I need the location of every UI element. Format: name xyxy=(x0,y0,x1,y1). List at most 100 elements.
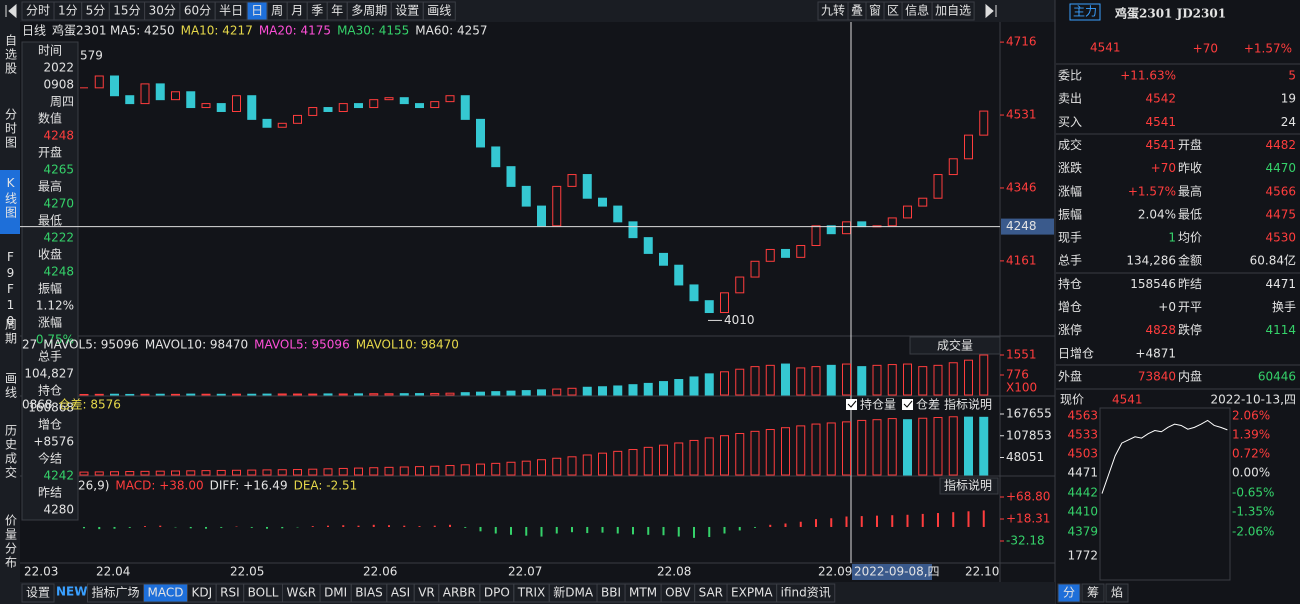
mini-tab-bg[interactable] xyxy=(1105,583,1129,603)
indicator-tab[interactable]: EXPMA xyxy=(731,586,773,600)
ma-label: MA20: 4175 xyxy=(259,24,331,38)
check-label[interactable]: 持仓量 xyxy=(860,397,896,412)
mini-tab[interactable]: 筹 xyxy=(1087,586,1099,600)
tool[interactable]: 区 xyxy=(887,4,899,18)
indicator-tab[interactable]: 指标广场 xyxy=(92,585,140,600)
tab[interactable]: 日 xyxy=(251,4,263,18)
indicator-tab[interactable]: BIAS xyxy=(355,586,383,600)
sidebar-item[interactable]: F10 xyxy=(4,282,18,330)
indicator-tab[interactable]: W&R xyxy=(287,586,317,600)
sidebar-item[interactable]: 画线 xyxy=(4,372,18,400)
indicator-tab[interactable]: 新DMA xyxy=(553,585,594,600)
tool[interactable]: 加自选 xyxy=(935,4,971,18)
indicator-tab[interactable]: OBV xyxy=(665,586,691,600)
mini-tab-bg[interactable] xyxy=(1081,583,1105,603)
tab[interactable]: 1分 xyxy=(58,4,78,18)
indicator-tab[interactable]: DMI xyxy=(324,586,347,600)
volume-bar xyxy=(216,393,226,396)
candle xyxy=(277,122,287,128)
sidebar-item[interactable]: 分时图 xyxy=(4,108,18,150)
tab[interactable]: 设置 xyxy=(395,4,419,18)
sidebar-item[interactable]: 历史成交 xyxy=(4,424,18,480)
tab[interactable]: 分时 xyxy=(26,4,50,18)
mini-tab-bg[interactable] xyxy=(1057,583,1081,603)
indicator-tab[interactable]: BBI xyxy=(601,586,621,600)
oi-bar xyxy=(857,419,867,476)
indicator-tab[interactable]: DPO xyxy=(484,586,510,600)
quote-cell: +4871 xyxy=(1135,346,1176,360)
candle xyxy=(140,83,150,105)
help-bg[interactable] xyxy=(939,477,999,495)
tab[interactable]: 30分 xyxy=(149,4,176,18)
indicator-tab[interactable]: BOLL xyxy=(248,586,279,600)
tab[interactable]: 5分 xyxy=(86,4,106,18)
help[interactable]: 指标说明 xyxy=(944,478,992,493)
volume-bar xyxy=(171,393,180,396)
tool-bg xyxy=(931,1,975,21)
volume-bar xyxy=(613,385,623,396)
indicator-tab[interactable]: RSI xyxy=(220,586,240,600)
mini-tab[interactable]: 分 xyxy=(1063,586,1075,600)
candle xyxy=(155,83,165,101)
tab[interactable]: 月 xyxy=(291,4,303,18)
volume-bar xyxy=(750,366,760,396)
dropdown-bg[interactable] xyxy=(909,336,1001,355)
indicator-tab[interactable]: SAR xyxy=(699,586,723,600)
quote-cell: 19 xyxy=(1281,92,1296,106)
tab[interactable]: 画线 xyxy=(427,4,451,18)
tab[interactable]: 15分 xyxy=(113,4,140,18)
tab[interactable]: 60分 xyxy=(184,4,211,18)
sidebar-item[interactable]: 周期 xyxy=(4,318,18,346)
tool[interactable]: 窗 xyxy=(869,4,881,18)
quote-cell: 24 xyxy=(1281,115,1296,129)
volume-bar xyxy=(506,390,516,396)
quote-cell: 昨收 xyxy=(1178,161,1202,175)
checkbox[interactable] xyxy=(846,399,857,410)
info-value: 1.12% xyxy=(36,299,74,313)
tool[interactable]: 九转 xyxy=(821,3,845,18)
tab[interactable]: 季 xyxy=(311,4,323,18)
candle xyxy=(735,276,745,294)
tab[interactable]: 周 xyxy=(271,4,283,18)
indicator-tab[interactable]: KDJ xyxy=(192,586,213,600)
oi-bar xyxy=(79,471,89,476)
quote-cell: 现手 xyxy=(1058,231,1082,245)
tool[interactable]: 叠 xyxy=(851,4,863,18)
tab[interactable]: 年 xyxy=(331,4,343,18)
y-tick-label: 4716 xyxy=(1006,35,1037,49)
vol-header: MAVOL10: 98470 xyxy=(356,338,459,352)
indicator-tab[interactable]: ARBR xyxy=(443,586,476,600)
back-icon[interactable] xyxy=(5,3,17,19)
mini-tab[interactable]: 焰 xyxy=(1111,585,1123,600)
indicator-tab[interactable]: MTM xyxy=(629,586,657,600)
help[interactable]: 指标说明 xyxy=(944,397,992,412)
bottom-bar xyxy=(20,582,1055,604)
tool[interactable]: 信息 xyxy=(905,3,929,18)
info-value: 4270 xyxy=(43,197,74,211)
dropdown[interactable]: 成交量 xyxy=(937,338,973,353)
indicator-tab[interactable]: VR xyxy=(418,586,435,600)
candle xyxy=(552,185,562,227)
indicator-tab[interactable]: 设置 xyxy=(26,586,50,600)
volume-bar xyxy=(537,389,546,396)
expand-icon[interactable] xyxy=(985,3,997,19)
tab[interactable]: 半日 xyxy=(219,4,243,18)
indicator-tab[interactable]: TRIX xyxy=(517,586,545,600)
checkbox[interactable] xyxy=(902,399,914,410)
indicator-tab[interactable]: ifind资讯 xyxy=(781,586,831,600)
oi-bar xyxy=(354,467,363,476)
vol-header: MAVOL5: 95096 xyxy=(43,338,139,352)
volume-bar xyxy=(369,393,379,396)
ma-label: MA30: 4155 xyxy=(337,24,409,38)
indicator-tab[interactable]: MACD xyxy=(148,586,184,600)
sidebar-item[interactable]: F9 xyxy=(4,250,18,282)
candle xyxy=(826,225,836,235)
sidebar-item[interactable]: K线图 xyxy=(4,176,18,220)
sidebar-item[interactable]: 自选股 xyxy=(4,34,18,76)
indicator-tab[interactable]: ASI xyxy=(391,586,410,600)
cursor-date-bg xyxy=(852,564,932,580)
info-value: -0.75% xyxy=(32,333,74,347)
sidebar-item[interactable]: 价量分布 xyxy=(4,514,18,570)
tab[interactable]: 多周期 xyxy=(351,4,387,18)
check-label[interactable]: 仓差 xyxy=(916,398,940,412)
